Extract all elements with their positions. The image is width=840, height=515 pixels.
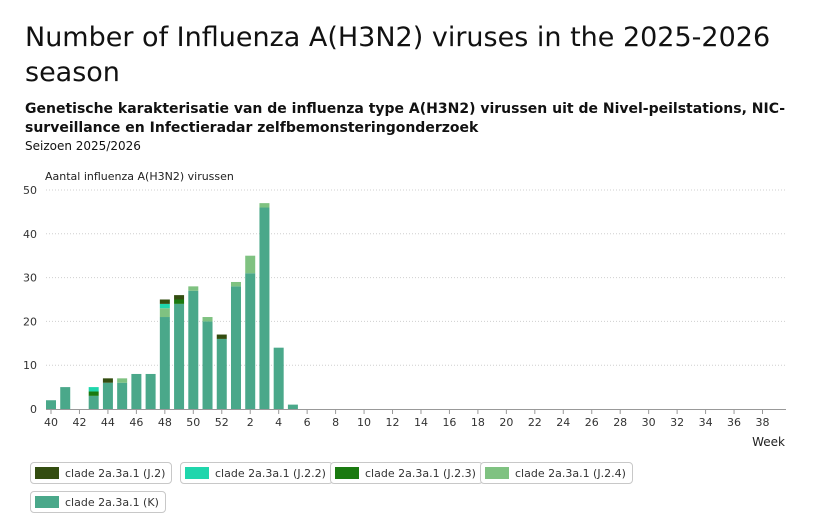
bar-segment: [188, 290, 199, 409]
y-tick-label: 30: [23, 272, 37, 285]
bar-segment: [88, 391, 99, 396]
legend-label: clade 2a.3a.1 (J.2.4): [515, 466, 626, 480]
x-tick-label: 6: [304, 416, 311, 429]
x-tick-label: 42: [72, 416, 86, 429]
bar-segment: [117, 382, 128, 409]
bar-segment: [174, 295, 185, 300]
bar-segment: [273, 347, 284, 409]
y-axis-label: Aantal influenza A(H3N2) virussen: [45, 170, 234, 183]
bar-segment: [259, 207, 270, 409]
bar-segment: [188, 286, 199, 291]
x-tick-label: 40: [44, 416, 58, 429]
bar-segment: [230, 286, 241, 409]
y-tick-label: 10: [23, 359, 37, 372]
x-tick-label: 36: [727, 416, 741, 429]
x-tick-label: 48: [158, 416, 172, 429]
x-tick-label: 24: [556, 416, 570, 429]
bar-segment: [174, 299, 185, 304]
legend-label: clade 2a.3a.1 (J.2.3): [365, 466, 476, 480]
x-tick-label: 34: [699, 416, 713, 429]
legend-label: clade 2a.3a.1 (J.2.2): [215, 466, 326, 480]
x-tick-label: 38: [756, 416, 770, 429]
x-tick-label: 44: [101, 416, 115, 429]
legend-item[interactable]: clade 2a.3a.1 (J.2.2): [180, 462, 333, 484]
bar-segment: [159, 303, 170, 309]
legend-label: clade 2a.3a.1 (K): [65, 495, 159, 509]
bar-segment: [174, 303, 185, 409]
bar-segment: [88, 387, 99, 392]
legend-swatch: [485, 467, 509, 479]
x-tick-label: 20: [499, 416, 513, 429]
x-tick-label: 12: [386, 416, 400, 429]
bar-segment: [245, 273, 256, 409]
bar-segment: [216, 338, 227, 409]
x-axis-label: Week: [752, 435, 785, 449]
chart-subtitle: Genetische karakterisatie van de influen…: [25, 101, 786, 136]
y-tick-label: 20: [23, 315, 37, 328]
bar-segment: [88, 395, 99, 409]
x-tick-label: 4: [275, 416, 282, 429]
x-tick-label: 2: [247, 416, 254, 429]
season-label: Seizoen 2025/2026: [25, 139, 141, 153]
bar-segment: [202, 321, 213, 409]
x-tick-label: 52: [215, 416, 229, 429]
x-tick-label: 46: [129, 416, 143, 429]
chart-title: Number of Influenza A(H3N2) viruses in t…: [25, 22, 771, 88]
legend-swatch: [35, 467, 59, 479]
legend-item[interactable]: clade 2a.3a.1 (J.2.3): [330, 462, 483, 484]
x-tick-label: 26: [585, 416, 599, 429]
legend-swatch: [35, 496, 59, 508]
x-tick-label: 8: [332, 416, 339, 429]
legend-item[interactable]: clade 2a.3a.1 (J.2.4): [480, 462, 633, 484]
legend-item[interactable]: clade 2a.3a.1 (J.2): [30, 462, 173, 484]
x-tick-label: 32: [670, 416, 684, 429]
bar-segment: [102, 378, 113, 383]
bar-segment: [159, 299, 170, 304]
bar-segment: [159, 317, 170, 409]
legend-swatch: [185, 467, 209, 479]
bar-segment: [245, 255, 256, 274]
y-tick-label: 0: [30, 403, 37, 416]
bar-segment: [287, 404, 298, 409]
bar-segment: [202, 317, 213, 322]
bar-segment: [259, 203, 270, 208]
legend-swatch: [335, 467, 359, 479]
legend-label: clade 2a.3a.1 (J.2): [65, 466, 166, 480]
x-tick-label: 14: [414, 416, 428, 429]
bar-segment: [216, 334, 227, 339]
bar-segment: [131, 373, 142, 409]
bar-segment: [145, 373, 156, 409]
x-tick-label: 30: [642, 416, 656, 429]
x-tick-label: 22: [528, 416, 542, 429]
x-tick-label: 16: [442, 416, 456, 429]
bar-segment: [102, 382, 113, 409]
legend-item[interactable]: clade 2a.3a.1 (K): [30, 491, 166, 513]
x-tick-label: 50: [186, 416, 200, 429]
x-tick-label: 28: [613, 416, 627, 429]
y-tick-label: 40: [23, 228, 37, 241]
bar-segment: [46, 400, 56, 409]
bar-segment: [60, 387, 71, 409]
bar-segment: [230, 281, 241, 287]
bar-segment: [159, 308, 170, 318]
bar-segment: [117, 378, 128, 383]
x-tick-label: 18: [471, 416, 485, 429]
x-tick-label: 10: [357, 416, 371, 429]
y-tick-label: 50: [23, 184, 37, 197]
